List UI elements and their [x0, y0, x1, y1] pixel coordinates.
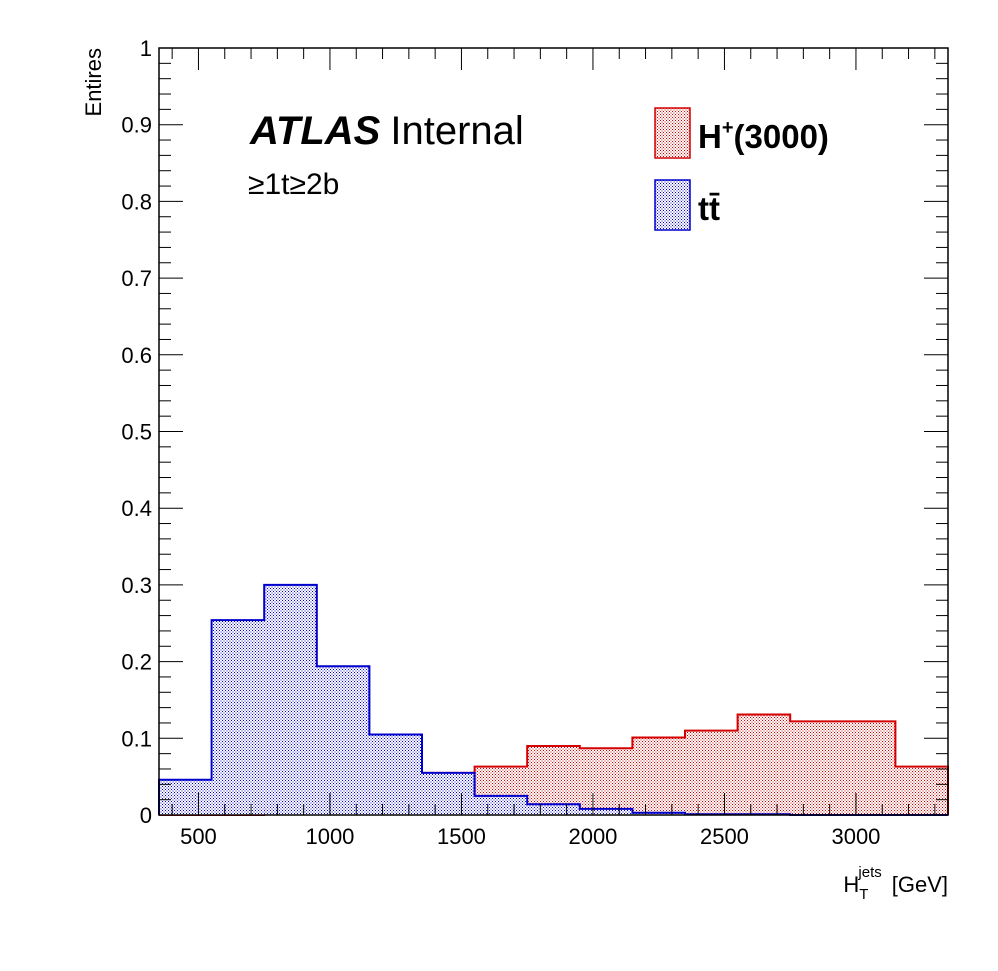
outline-ttbar — [158, 583, 948, 816]
region-label: ≥1t≥2b — [248, 168, 339, 201]
x-tick-label: 1000 — [305, 824, 354, 849]
bar-ttbar-bin-6 — [474, 795, 528, 815]
y-tick-label: 0.3 — [121, 573, 152, 598]
atlas-bold-text: ATLAS — [249, 109, 381, 153]
x-axis-title-sub: T — [859, 886, 868, 903]
histogram-layer — [158, 583, 949, 816]
legend-swatch-ttbar — [654, 179, 691, 231]
legend-hplus-rest: (3000) — [734, 118, 829, 155]
x-axis-title-main: H — [843, 872, 859, 897]
y-tick-label: 0.9 — [121, 113, 152, 138]
y-tick-label: 0.8 — [121, 189, 152, 214]
bar-hplus-bin-14 — [895, 766, 948, 815]
bar-ttbar-bin-0 — [159, 779, 212, 815]
bar-ttbar-bin-2 — [264, 584, 317, 815]
y-axis-title: Entires — [81, 48, 106, 116]
x-tick-label: 500 — [180, 824, 217, 849]
legend-hplus-main: H — [698, 118, 722, 155]
plot-frame — [158, 47, 949, 816]
legend: H+(3000) tt̄ — [654, 107, 829, 231]
legend-label-hplus: H+(3000) — [698, 117, 829, 155]
tick-labels: 500 1000 1500 2000 2500 3000 0 0.1 0.2 0.3 0.4 0.5 0… — [121, 36, 880, 849]
x-tick-label: 2000 — [568, 824, 617, 849]
y-tick-label: 0.5 — [121, 420, 152, 445]
x-axis-title: HTjets [GeV] — [843, 864, 948, 903]
x-tick-label: 1500 — [437, 824, 486, 849]
series-ttbar — [158, 583, 948, 816]
bar-hplus-bin-8 — [579, 748, 633, 815]
legend-hplus-sup: + — [722, 117, 734, 139]
y-tick-label: 1 — [140, 36, 152, 61]
bar-hplus-bin-9 — [632, 737, 685, 815]
bar-ttbar-bin-5 — [422, 772, 475, 815]
y-tick-label: 0.6 — [121, 343, 152, 368]
y-tick-label: 0.1 — [121, 726, 152, 751]
bar-ttbar-bin-4 — [369, 734, 422, 815]
bar-hplus-bin-12 — [790, 721, 843, 815]
bar-ttbar-bin-3 — [316, 666, 370, 815]
y-tick-label: 0.7 — [121, 266, 152, 291]
legend-swatch-hplus — [654, 107, 691, 159]
bar-ttbar-bin-1 — [211, 620, 265, 815]
x-tick-label: 3000 — [831, 824, 880, 849]
x-axis-title-unit: [GeV] — [892, 872, 948, 897]
y-tick-label: 0 — [140, 803, 152, 828]
legend-label-ttbar: tt̄ — [698, 190, 720, 227]
atlas-internal-text: Internal — [390, 109, 523, 153]
bar-hplus-bin-13 — [842, 721, 896, 815]
x-axis-title-sup: jets — [857, 864, 881, 881]
bar-hplus-bin-10 — [685, 730, 738, 815]
bar-ttbar-bin-7 — [527, 804, 580, 815]
bar-ttbar-bin-9 — [632, 812, 685, 815]
y-tick-label: 0.2 — [121, 650, 152, 675]
y-tick-label: 0.4 — [121, 496, 152, 521]
atlas-label: ATLAS Internal — [249, 109, 524, 153]
bar-ttbar-bin-8 — [579, 808, 633, 815]
bar-hplus-bin-11 — [737, 714, 791, 815]
x-tick-label: 2500 — [700, 824, 749, 849]
